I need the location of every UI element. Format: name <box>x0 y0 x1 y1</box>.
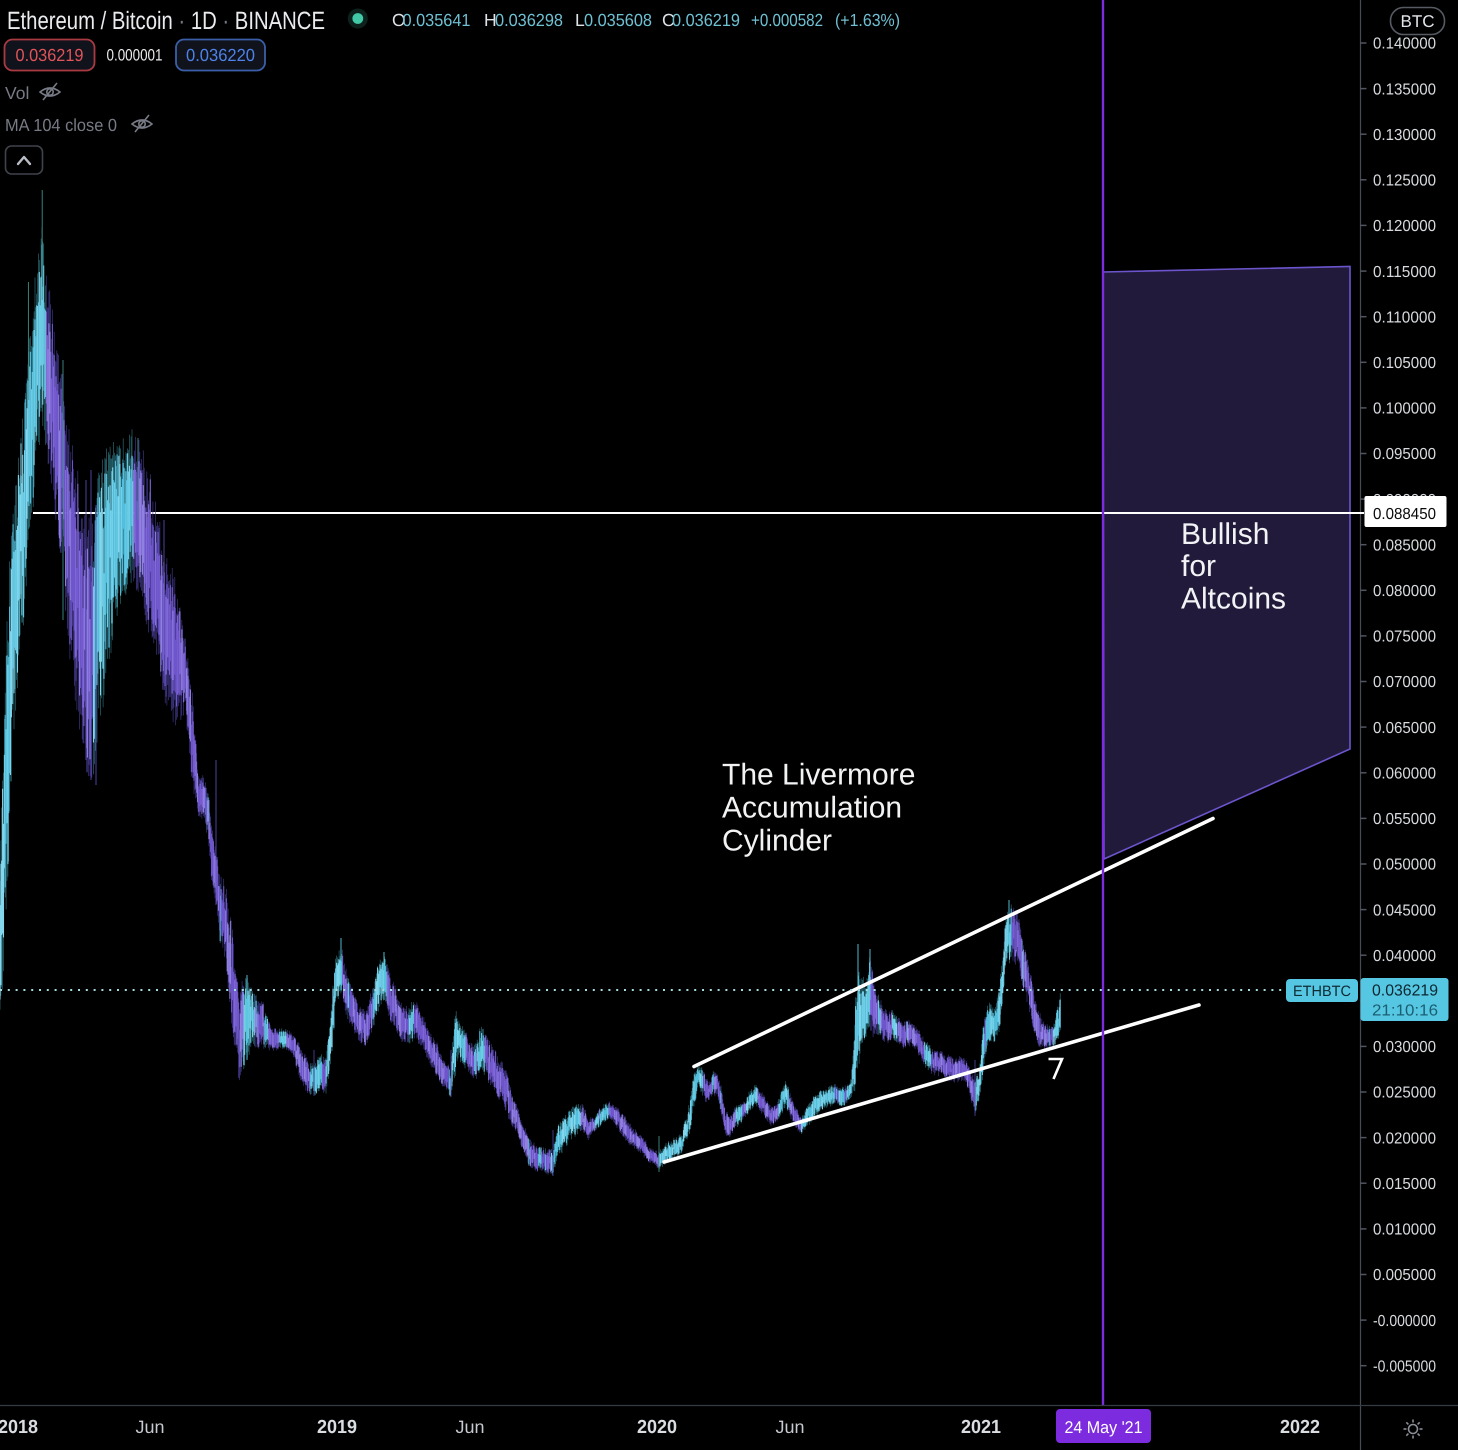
svg-text:0.088450: 0.088450 <box>1373 506 1436 523</box>
svg-text:0.040000: 0.040000 <box>1373 948 1436 965</box>
svg-text:0.025000: 0.025000 <box>1373 1085 1436 1102</box>
svg-text:Jun: Jun <box>776 1417 805 1437</box>
svg-text:ETHBTC: ETHBTC <box>1293 983 1351 1000</box>
svg-text:21:10:16: 21:10:16 <box>1372 1003 1438 1020</box>
svg-text:0.085000: 0.085000 <box>1373 537 1436 554</box>
svg-text:0.036219: 0.036219 <box>16 45 84 65</box>
svg-text:O: O <box>392 10 406 30</box>
svg-text:Bullish: Bullish <box>1181 518 1269 551</box>
svg-text:0.080000: 0.080000 <box>1373 583 1436 600</box>
svg-text:0.000001: 0.000001 <box>107 47 163 65</box>
svg-text:0.036219: 0.036219 <box>672 10 740 30</box>
svg-text:Vol: Vol <box>5 83 29 103</box>
svg-text:0.036219: 0.036219 <box>1372 983 1438 1000</box>
svg-text:0.035641: 0.035641 <box>403 10 471 30</box>
svg-text:2018: 2018 <box>0 1417 38 1438</box>
svg-text:0.110000: 0.110000 <box>1373 309 1436 326</box>
svg-text:0.070000: 0.070000 <box>1373 674 1436 691</box>
svg-text:0.095000: 0.095000 <box>1373 446 1436 463</box>
svg-text:0.036220: 0.036220 <box>186 45 255 65</box>
svg-text:for: for <box>1181 550 1216 583</box>
svg-text:0.075000: 0.075000 <box>1373 629 1436 646</box>
svg-text:0.030000: 0.030000 <box>1373 1039 1436 1056</box>
svg-text:MA 104 close 0: MA 104 close 0 <box>5 115 117 135</box>
svg-text:0.045000: 0.045000 <box>1373 902 1436 919</box>
svg-text:0.125000: 0.125000 <box>1373 173 1436 190</box>
svg-text:-0.005000: -0.005000 <box>1373 1358 1436 1375</box>
svg-text:0.015000: 0.015000 <box>1373 1176 1436 1193</box>
svg-text:0.020000: 0.020000 <box>1373 1130 1436 1147</box>
svg-text:24 May '21: 24 May '21 <box>1065 1418 1143 1437</box>
svg-text:Ethereum / Bitcoin · 1D · BINA: Ethereum / Bitcoin · 1D · BINANCE <box>7 7 325 35</box>
svg-text:2019: 2019 <box>317 1417 357 1438</box>
svg-text:Accumulation: Accumulation <box>722 792 902 825</box>
svg-text:Altcoins: Altcoins <box>1181 582 1286 615</box>
svg-text:Jun: Jun <box>136 1417 165 1437</box>
svg-text:Jun: Jun <box>456 1417 485 1437</box>
svg-text:2022: 2022 <box>1280 1417 1320 1438</box>
svg-text:Cylinder: Cylinder <box>722 825 832 858</box>
svg-text:0.100000: 0.100000 <box>1373 401 1436 418</box>
svg-text:0.120000: 0.120000 <box>1373 218 1436 235</box>
svg-text:-0.000000: -0.000000 <box>1373 1313 1436 1330</box>
svg-text:0.010000: 0.010000 <box>1373 1222 1436 1239</box>
svg-text:0.036298: 0.036298 <box>495 10 563 30</box>
svg-text:0.140000: 0.140000 <box>1373 36 1436 53</box>
svg-text:0.050000: 0.050000 <box>1373 857 1436 874</box>
svg-text:0.065000: 0.065000 <box>1373 720 1436 737</box>
svg-text:(+1.63%): (+1.63%) <box>835 10 900 30</box>
svg-text:+0.000582: +0.000582 <box>751 10 823 30</box>
svg-text:0.035608: 0.035608 <box>584 10 652 30</box>
svg-text:0.005000: 0.005000 <box>1373 1267 1436 1284</box>
svg-text:H: H <box>484 10 497 30</box>
svg-text:C: C <box>662 10 675 30</box>
svg-text:0.060000: 0.060000 <box>1373 766 1436 783</box>
svg-text:2021: 2021 <box>961 1417 1001 1438</box>
svg-text:0.135000: 0.135000 <box>1373 81 1436 98</box>
svg-text:0.115000: 0.115000 <box>1373 264 1436 281</box>
svg-text:L: L <box>575 10 585 30</box>
svg-text:0.105000: 0.105000 <box>1373 355 1436 372</box>
svg-text:0.130000: 0.130000 <box>1373 127 1436 144</box>
svg-text:2020: 2020 <box>637 1417 677 1438</box>
svg-text:The Livermore: The Livermore <box>722 759 915 792</box>
svg-text:0.055000: 0.055000 <box>1373 811 1436 828</box>
svg-text:BTC: BTC <box>1401 12 1435 31</box>
